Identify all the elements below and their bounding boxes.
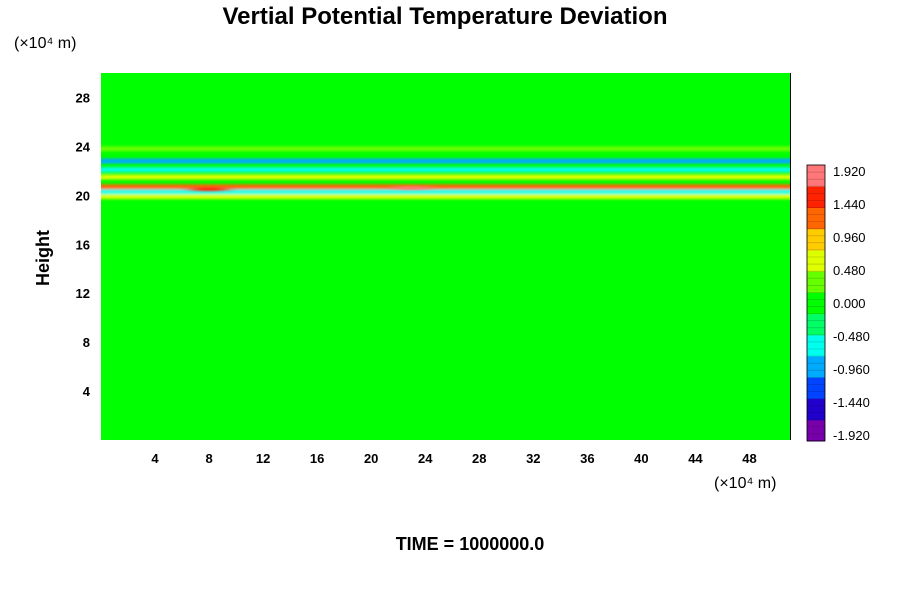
- y-axis-label: Height: [33, 230, 53, 286]
- colorbar-tick-label: -1.920: [833, 428, 870, 443]
- chart-title: Vertial Potential Temperature Deviation: [222, 3, 667, 30]
- colorbar-tick-label: -0.480: [833, 329, 870, 344]
- heatmap-band: [101, 158, 790, 164]
- colorbar-tick-label: 1.440: [833, 197, 866, 212]
- colorbar-frame: [806, 164, 826, 442]
- x-tick-label: 8: [205, 451, 212, 466]
- x-tick-label: 44: [688, 451, 703, 466]
- colorbar-segment: [807, 419, 825, 442]
- colorbar-tick-label: -0.960: [833, 362, 870, 377]
- heatmap-band: [101, 167, 790, 173]
- y-axis-unit: (×10⁴ m): [14, 35, 76, 52]
- x-tick-label: 4: [151, 451, 159, 466]
- colorbar-segment: [807, 249, 825, 272]
- x-tick-label: 32: [526, 451, 540, 466]
- x-tick-label: 48: [742, 451, 756, 466]
- x-tick-label: 16: [310, 451, 324, 466]
- colorbar-segment: [807, 271, 825, 293]
- y-tick-label: 20: [76, 188, 90, 203]
- heatmap-plot-area: [101, 73, 790, 440]
- colorbar: [806, 164, 826, 442]
- x-tick-label: 28: [472, 451, 486, 466]
- heatmap-hotspots: [189, 186, 432, 192]
- colorbar-segment: [807, 292, 825, 315]
- y-tick-label: 28: [76, 90, 90, 105]
- colorbar-tick-label: 1.920: [833, 164, 866, 179]
- x-tick-label: 20: [364, 451, 378, 466]
- heatmap-band: [101, 189, 790, 195]
- colorbar-segment: [807, 334, 825, 357]
- colorbar-segment: [807, 356, 825, 378]
- x-tick-label: 40: [634, 451, 648, 466]
- colorbar-tick-label: 0.960: [833, 230, 866, 245]
- colorbar-segment: [807, 228, 825, 251]
- y-tick-label: 12: [76, 286, 90, 301]
- colorbar-segment: [807, 377, 825, 400]
- time-label: TIME = 1000000.0: [396, 534, 545, 554]
- colorbar-segment: [807, 313, 825, 336]
- y-tick-label: 16: [76, 237, 90, 252]
- colorbar-tick-labels: 1.920 1.440 0.960 0.480 0.000 -0.480 -0.960 -1.…: [833, 164, 870, 443]
- colorbar-segment: [807, 207, 825, 230]
- y-tick-labels: 4 8 12 16 20 24 28: [76, 90, 91, 399]
- colorbar-tick-label: 0.000: [833, 296, 866, 311]
- heatmap-hotspot: [189, 187, 230, 192]
- colorbar-tick-label: 0.480: [833, 263, 866, 278]
- x-tick-labels: 4 8 12 16 20 24 28 32 36 40 44 48: [151, 451, 756, 466]
- heatmap-band: [101, 184, 790, 190]
- heatmap-band: [101, 146, 790, 152]
- heatmap-band: [101, 194, 790, 200]
- x-tick-label: 36: [580, 451, 594, 466]
- colorbar-segment: [807, 186, 825, 208]
- y-tick-label: 4: [83, 384, 91, 399]
- x-tick-label: 24: [418, 451, 433, 466]
- heatmap-bands: [101, 146, 790, 200]
- y-tick-label: 8: [83, 335, 90, 350]
- x-tick-label: 12: [256, 451, 270, 466]
- colorbar-segment: [807, 398, 825, 421]
- colorbar-tick-label: -1.440: [833, 395, 870, 410]
- y-tick-label: 24: [76, 139, 91, 154]
- heatmap-band: [101, 174, 790, 180]
- x-axis-unit: (×10⁴ m): [714, 475, 776, 492]
- colorbar-segment: [807, 165, 825, 187]
- heatmap-background: [101, 73, 790, 440]
- heatmap-hotspot: [391, 186, 432, 190]
